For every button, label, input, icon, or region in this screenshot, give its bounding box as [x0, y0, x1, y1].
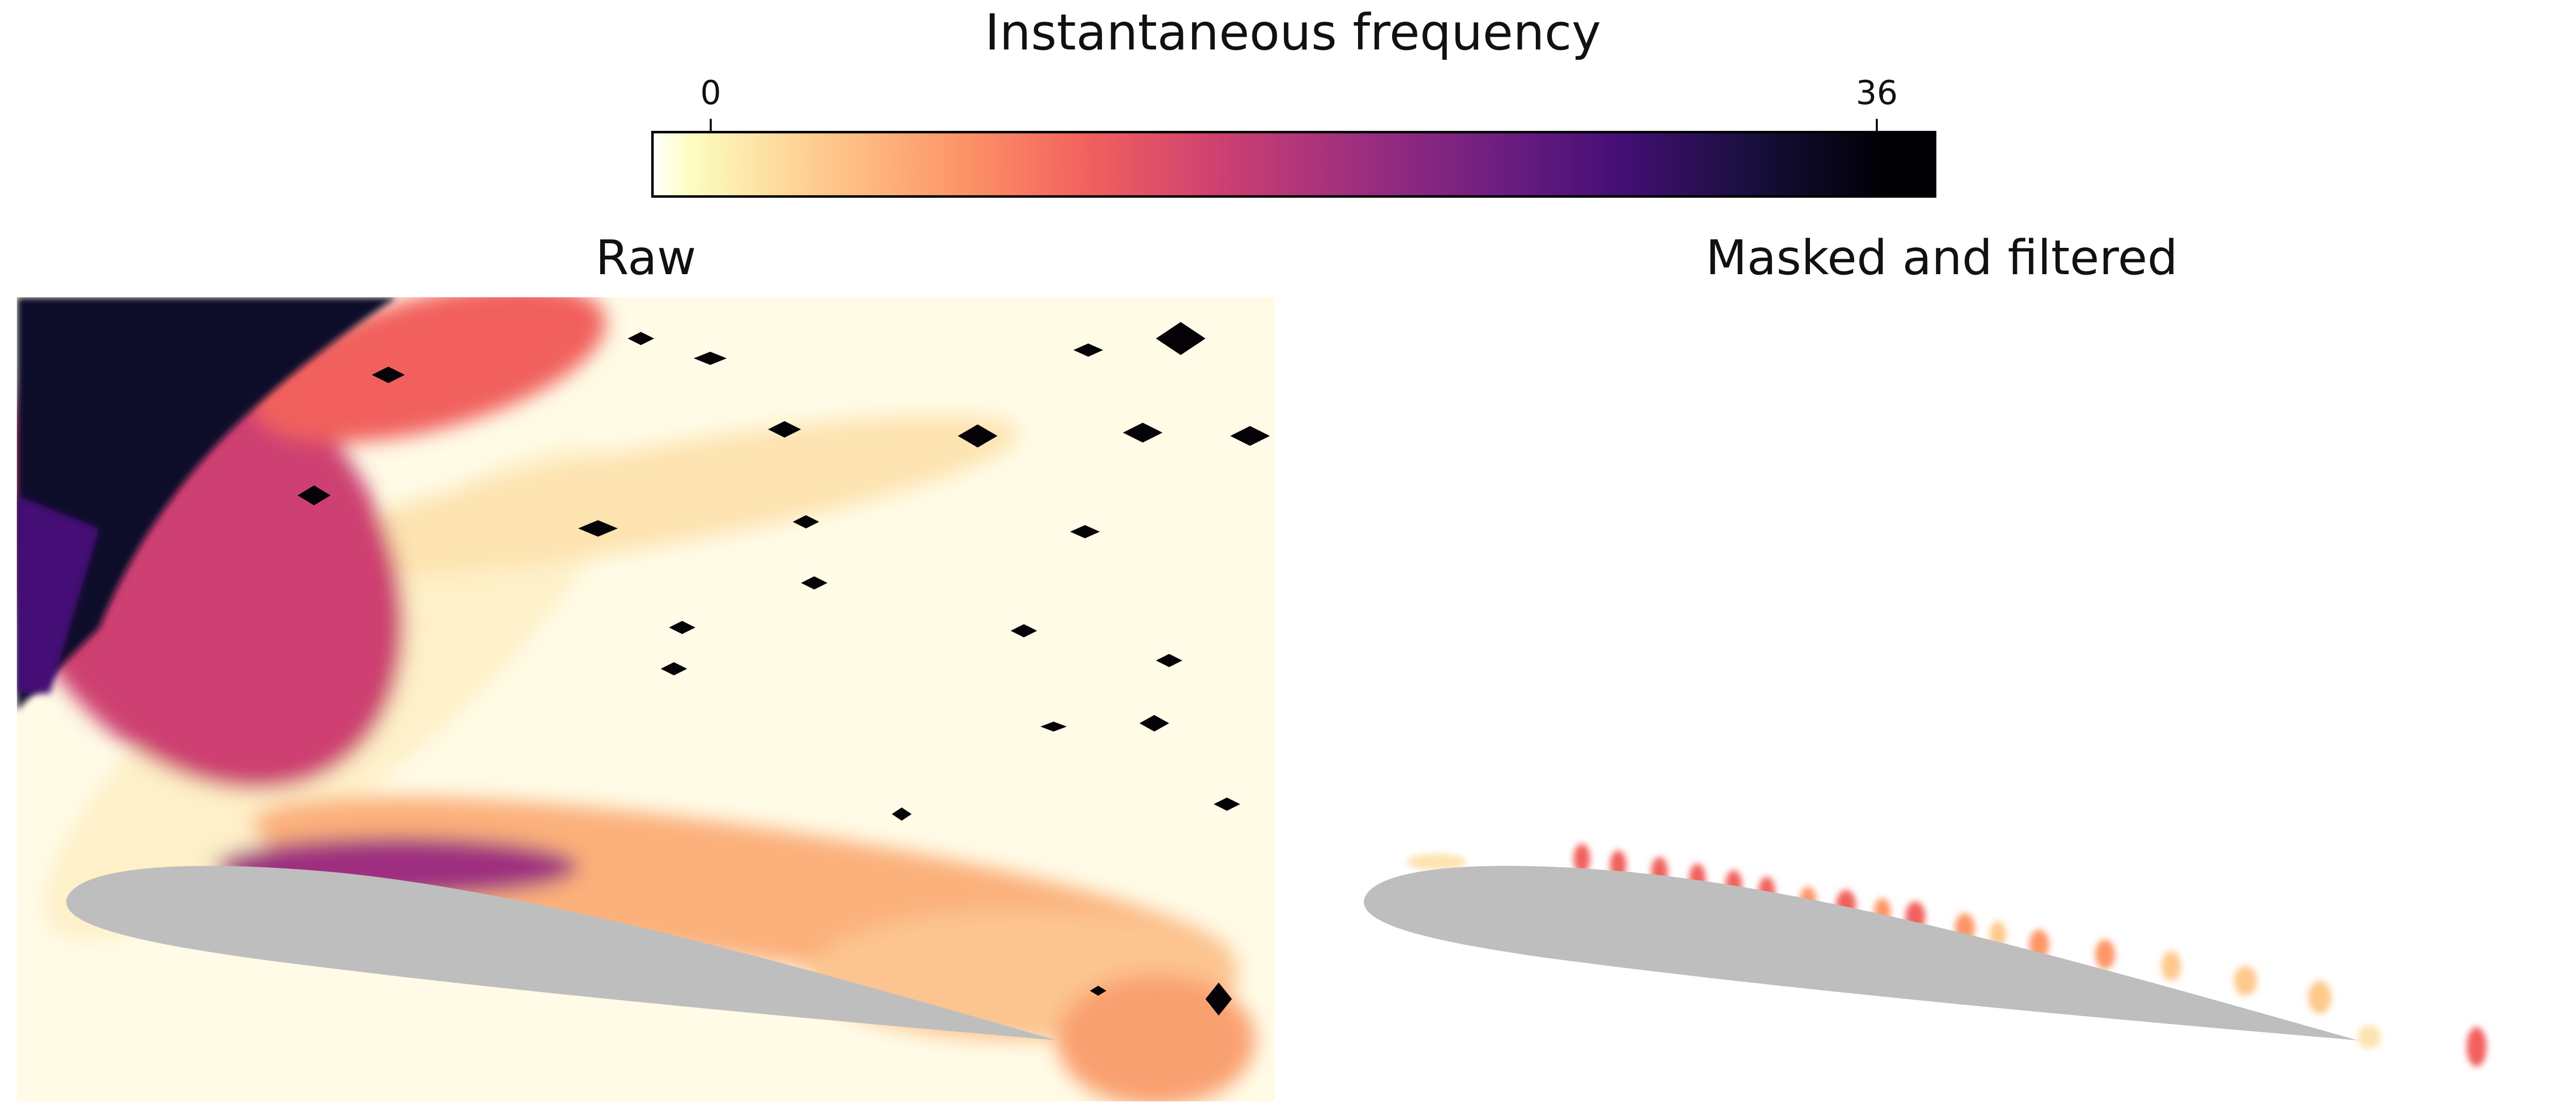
panel-title: Masked and filtered — [1706, 230, 2178, 286]
colorbar — [651, 130, 1937, 198]
colorbar-tick-label: 0 — [700, 74, 721, 112]
airfoil — [1364, 866, 2358, 1040]
colorbar-label: Instantaneous frequency — [985, 4, 1601, 61]
filtered-image — [1364, 844, 2487, 1067]
colorbar-tick-label: 36 — [1856, 74, 1898, 112]
raw-image — [16, 297, 1275, 1102]
airfoil — [66, 866, 1057, 1040]
panel-title: Raw — [596, 230, 696, 286]
